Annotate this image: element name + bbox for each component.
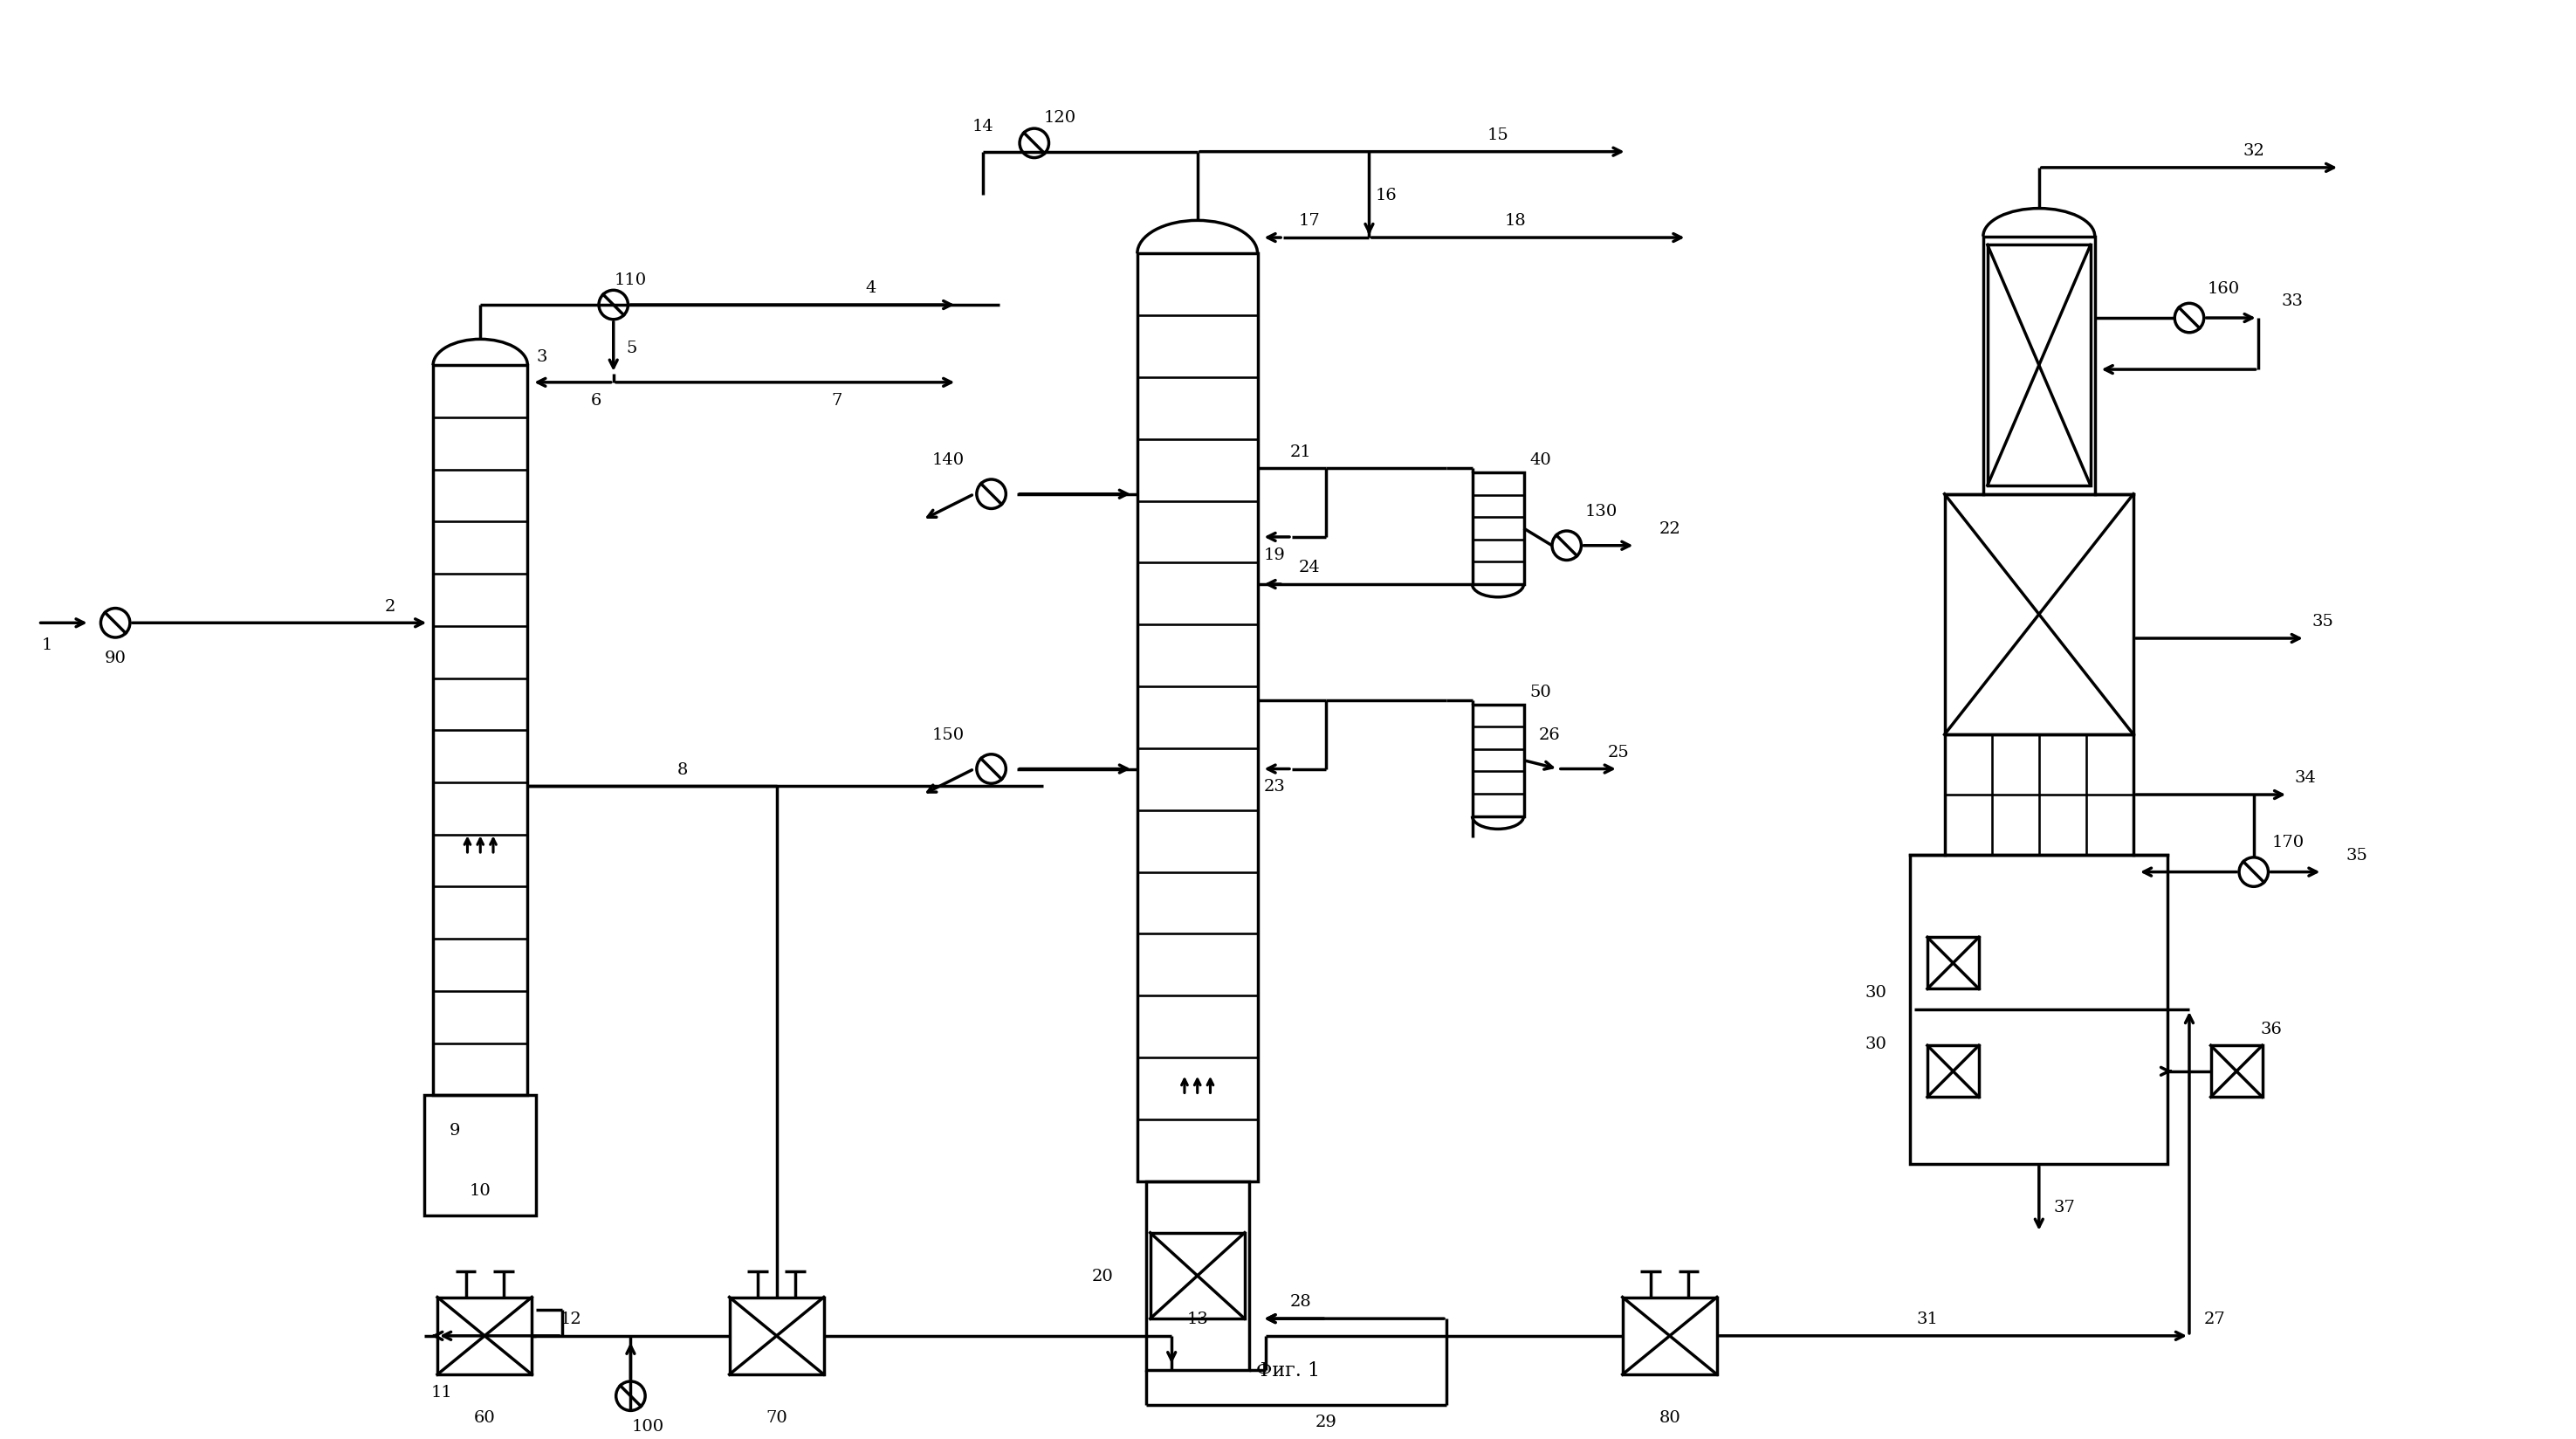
Text: 29: 29 xyxy=(1316,1415,1337,1429)
Text: 1: 1 xyxy=(41,637,52,653)
Text: 13: 13 xyxy=(1188,1311,1208,1327)
Text: 35: 35 xyxy=(2311,614,2334,629)
Text: 15: 15 xyxy=(1486,128,1510,142)
Text: 28: 28 xyxy=(1291,1294,1311,1309)
Text: 3: 3 xyxy=(536,350,546,366)
Text: 32: 32 xyxy=(2244,144,2264,158)
Text: 24: 24 xyxy=(1298,560,1319,576)
Bar xyxy=(729,1297,824,1374)
Text: 14: 14 xyxy=(971,119,994,134)
Bar xyxy=(425,1095,536,1216)
Text: 80: 80 xyxy=(1659,1410,1680,1425)
Text: 150: 150 xyxy=(933,727,963,743)
Text: 22: 22 xyxy=(1659,521,1680,537)
Bar xyxy=(1989,246,2092,486)
Text: 40: 40 xyxy=(1530,452,1551,468)
Text: 70: 70 xyxy=(765,1410,788,1425)
Text: 110: 110 xyxy=(616,272,647,288)
Text: 170: 170 xyxy=(2272,835,2306,850)
Text: 23: 23 xyxy=(1265,778,1285,794)
Text: 100: 100 xyxy=(631,1419,665,1433)
Bar xyxy=(1927,1046,1978,1097)
Text: 140: 140 xyxy=(933,452,963,468)
Text: 16: 16 xyxy=(1376,187,1396,203)
Bar xyxy=(1623,1297,1718,1374)
Text: 90: 90 xyxy=(106,650,126,665)
Bar xyxy=(1945,735,2133,855)
Text: 27: 27 xyxy=(2205,1311,2226,1327)
Text: 31: 31 xyxy=(1917,1311,1937,1327)
Text: 37: 37 xyxy=(2053,1199,2076,1215)
Text: 26: 26 xyxy=(1538,727,1561,743)
Text: 18: 18 xyxy=(1504,213,1525,229)
Text: 35: 35 xyxy=(2347,848,2367,863)
Text: 7: 7 xyxy=(832,393,842,409)
Text: 21: 21 xyxy=(1291,443,1311,459)
Text: 120: 120 xyxy=(1043,111,1077,127)
Text: 9: 9 xyxy=(448,1122,461,1138)
Text: 19: 19 xyxy=(1265,547,1285,563)
Bar xyxy=(1911,855,2169,1164)
Text: 8: 8 xyxy=(677,761,688,777)
Text: 130: 130 xyxy=(1584,504,1618,519)
Text: 30: 30 xyxy=(1865,1036,1886,1052)
Text: 50: 50 xyxy=(1530,684,1551,699)
Text: 12: 12 xyxy=(559,1311,582,1327)
Text: 160: 160 xyxy=(2208,281,2241,296)
Text: Фиг. 1: Фиг. 1 xyxy=(1257,1361,1319,1380)
Text: 6: 6 xyxy=(590,393,603,409)
Bar xyxy=(1146,1181,1249,1370)
Text: 5: 5 xyxy=(626,341,636,357)
Text: 34: 34 xyxy=(2295,770,2316,786)
Text: 10: 10 xyxy=(469,1181,492,1197)
Text: 4: 4 xyxy=(866,281,876,296)
Text: 30: 30 xyxy=(1865,984,1886,1000)
Text: 36: 36 xyxy=(2259,1020,2282,1036)
Bar xyxy=(2210,1046,2262,1097)
Text: 11: 11 xyxy=(430,1384,453,1400)
Text: 17: 17 xyxy=(1298,213,1319,229)
Text: 60: 60 xyxy=(474,1410,495,1425)
Bar xyxy=(1945,495,2133,735)
Text: 2: 2 xyxy=(384,599,397,614)
Bar xyxy=(1136,255,1257,1181)
Bar xyxy=(1984,237,2094,495)
Bar xyxy=(438,1297,531,1374)
Bar xyxy=(1149,1233,1244,1318)
Bar xyxy=(1927,938,1978,989)
Bar xyxy=(1473,473,1525,584)
Bar xyxy=(1473,705,1525,816)
Bar xyxy=(433,366,528,1095)
Text: 20: 20 xyxy=(1092,1268,1113,1284)
Text: 33: 33 xyxy=(2282,294,2303,309)
Text: 25: 25 xyxy=(1607,744,1628,760)
